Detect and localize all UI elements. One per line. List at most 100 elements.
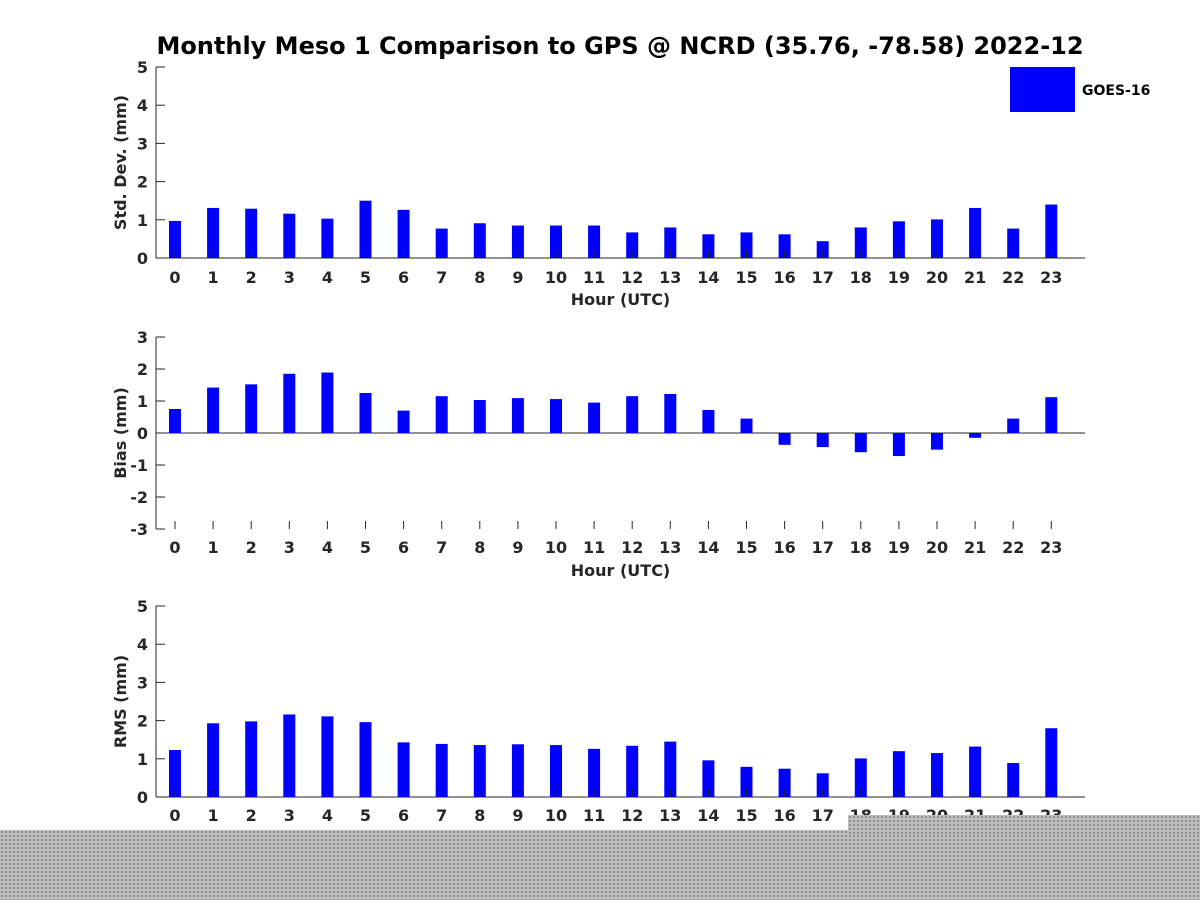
bar bbox=[435, 228, 448, 258]
x-tick-label: 6 bbox=[398, 806, 409, 825]
bar bbox=[626, 232, 639, 258]
bar bbox=[321, 218, 334, 258]
x-tick-label: 23 bbox=[1040, 268, 1062, 287]
y-tick-label: 1 bbox=[137, 392, 148, 411]
x-tick-label: 15 bbox=[735, 538, 757, 557]
bar bbox=[969, 746, 982, 797]
x-tick-label: 9 bbox=[512, 538, 523, 557]
y-tick-label: 3 bbox=[137, 673, 148, 692]
bar bbox=[1045, 397, 1058, 433]
bar bbox=[283, 213, 296, 258]
y-tick-label: 2 bbox=[137, 360, 148, 379]
x-tick-label: 0 bbox=[169, 538, 180, 557]
x-tick-label: 2 bbox=[246, 538, 257, 557]
x-tick-label: 15 bbox=[735, 268, 757, 287]
x-tick-label: 17 bbox=[812, 538, 834, 557]
x-tick-label: 9 bbox=[512, 268, 523, 287]
x-tick-label: 18 bbox=[850, 538, 872, 557]
bar bbox=[511, 744, 524, 797]
x-tick-label: 18 bbox=[850, 268, 872, 287]
bar bbox=[626, 745, 639, 797]
x-tick-label: 8 bbox=[474, 538, 485, 557]
bar bbox=[664, 741, 677, 797]
x-tick-label: 17 bbox=[812, 806, 834, 825]
x-tick-label: 5 bbox=[360, 268, 371, 287]
x-tick-label: 19 bbox=[888, 538, 910, 557]
x-tick-label: 13 bbox=[659, 538, 681, 557]
x-tick-label: 0 bbox=[169, 806, 180, 825]
bar bbox=[664, 393, 677, 433]
y-tick-label: 0 bbox=[137, 424, 148, 443]
bar bbox=[816, 433, 829, 448]
bar bbox=[245, 208, 258, 258]
x-tick-label: 3 bbox=[284, 806, 295, 825]
bar bbox=[359, 200, 372, 258]
legend: GOES-16 bbox=[1010, 67, 1150, 112]
y-tick-label: 1 bbox=[137, 750, 148, 769]
bar bbox=[816, 773, 829, 797]
x-tick-label: 11 bbox=[583, 538, 605, 557]
bar bbox=[931, 433, 943, 450]
bar bbox=[1007, 763, 1020, 797]
x-tick-label: 5 bbox=[360, 538, 371, 557]
bar bbox=[283, 714, 296, 797]
x-tick-label: 19 bbox=[888, 268, 910, 287]
x-tick-label: 20 bbox=[926, 538, 948, 557]
rms-panel: 0123450123456789101112131415161718192021… bbox=[111, 597, 1085, 825]
x-tick-label: 8 bbox=[474, 268, 485, 287]
bar bbox=[359, 393, 372, 433]
x-tick-label: 0 bbox=[169, 268, 180, 287]
bar bbox=[892, 433, 905, 457]
x-tick-label: 2 bbox=[246, 268, 257, 287]
image-noise-band bbox=[0, 830, 1200, 900]
x-tick-label: 4 bbox=[322, 268, 333, 287]
x-tick-label: 7 bbox=[436, 538, 447, 557]
bar bbox=[473, 745, 486, 797]
bar bbox=[1045, 728, 1058, 797]
image-noise-band-right bbox=[848, 815, 1200, 835]
x-tick-label: 7 bbox=[436, 806, 447, 825]
x-tick-label: 3 bbox=[284, 268, 295, 287]
x-tick-label: 10 bbox=[545, 538, 567, 557]
y-tick-label: -2 bbox=[130, 488, 148, 507]
bar bbox=[702, 409, 715, 433]
x-tick-label: 22 bbox=[1002, 538, 1024, 557]
y-tick-label: 4 bbox=[137, 96, 148, 115]
bar bbox=[588, 402, 601, 433]
x-tick-label: 12 bbox=[621, 268, 643, 287]
x-tick-label: 11 bbox=[583, 806, 605, 825]
bar bbox=[207, 723, 220, 797]
x-axis-label: Hour (UTC) bbox=[571, 290, 671, 309]
x-tick-label: 14 bbox=[697, 806, 719, 825]
bar bbox=[892, 221, 905, 258]
y-tick-label: 1 bbox=[137, 211, 148, 230]
x-axis-label: Hour (UTC) bbox=[571, 561, 671, 580]
x-tick-label: 21 bbox=[964, 538, 986, 557]
x-tick-label: 16 bbox=[773, 268, 795, 287]
x-tick-label: 20 bbox=[926, 268, 948, 287]
x-tick-label: 15 bbox=[735, 806, 757, 825]
x-tick-label: 14 bbox=[697, 538, 719, 557]
x-tick-label: 2 bbox=[246, 806, 257, 825]
y-tick-label: 2 bbox=[137, 712, 148, 731]
bar bbox=[511, 225, 524, 258]
bar bbox=[892, 751, 905, 797]
y-tick-label: 0 bbox=[137, 788, 148, 807]
x-tick-label: 1 bbox=[208, 268, 219, 287]
bar bbox=[1007, 228, 1020, 258]
chart-title: Monthly Meso 1 Comparison to GPS @ NCRD … bbox=[156, 32, 1083, 60]
bar bbox=[550, 225, 562, 258]
bar bbox=[511, 398, 524, 433]
bar bbox=[435, 396, 448, 433]
bar bbox=[397, 410, 410, 433]
bar bbox=[854, 433, 867, 453]
bar bbox=[854, 758, 867, 797]
bar bbox=[207, 387, 220, 433]
bar bbox=[1045, 204, 1058, 258]
y-tick-label: 5 bbox=[137, 597, 148, 616]
y-tick-label: 3 bbox=[137, 134, 148, 153]
bar bbox=[778, 234, 791, 258]
